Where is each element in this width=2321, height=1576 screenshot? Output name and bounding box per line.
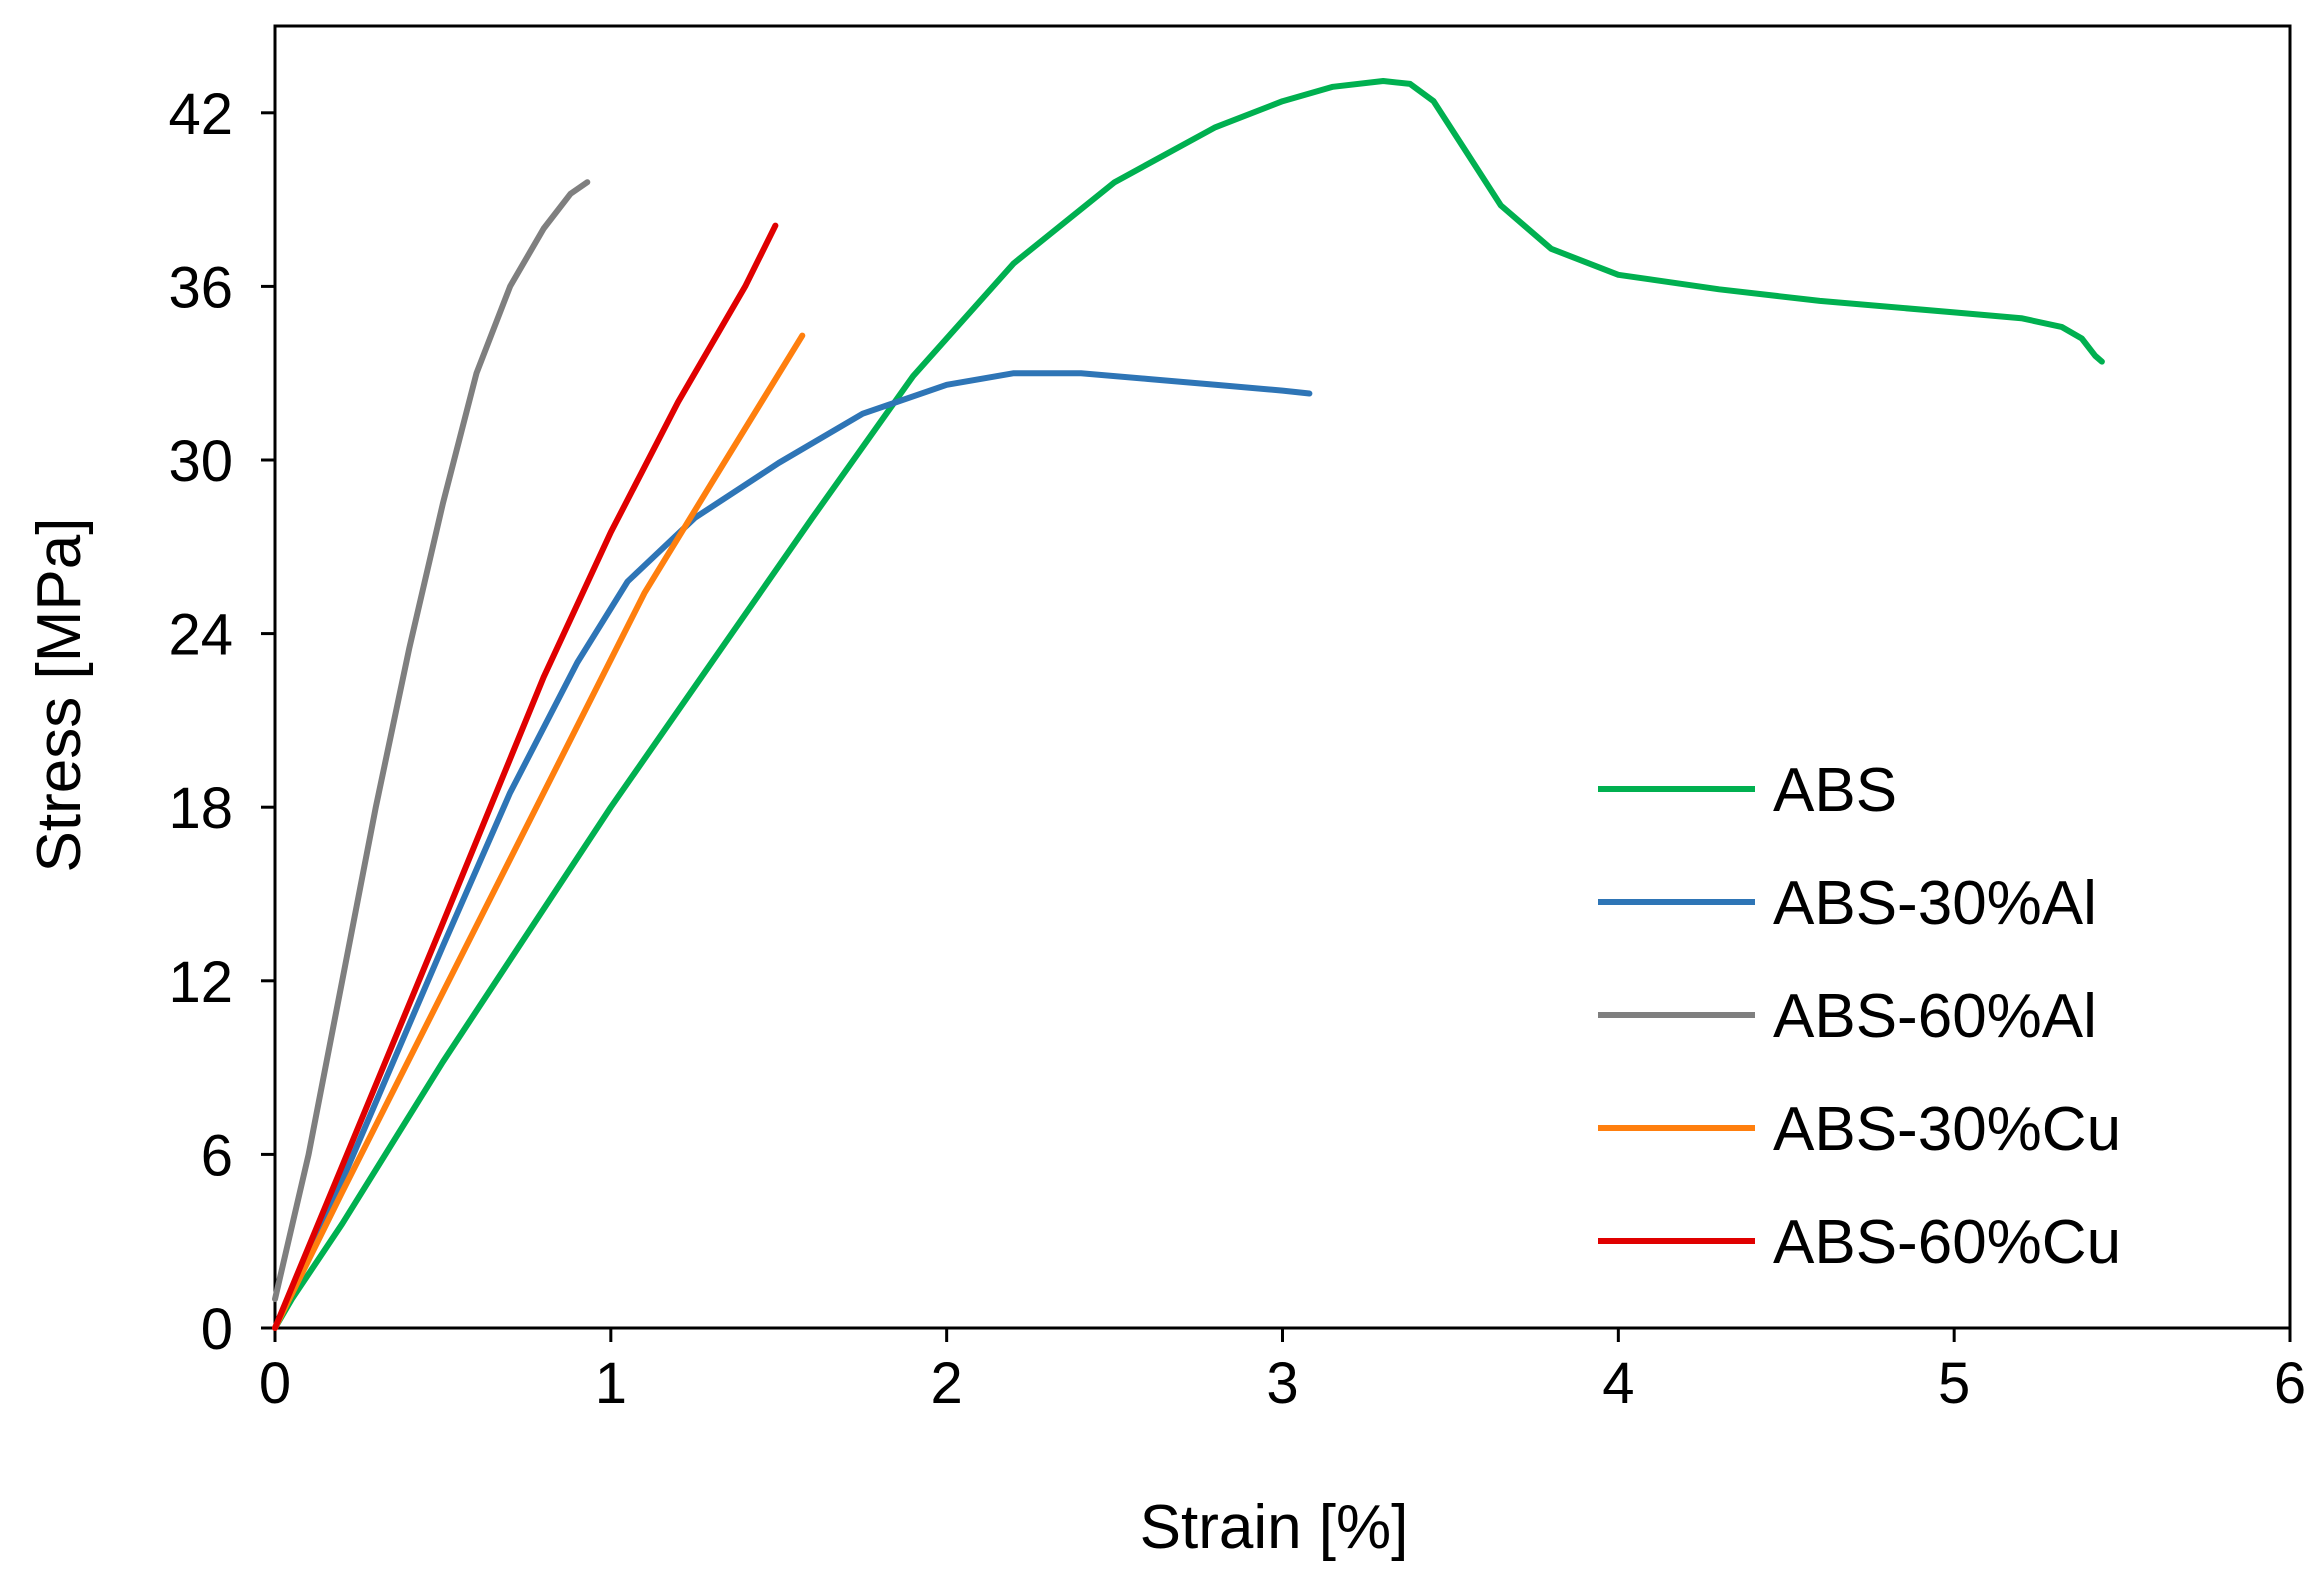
y-tick-label: 36 xyxy=(168,255,233,320)
x-axis-title: Strain [%] xyxy=(1140,1493,1409,1562)
legend-label: ABS-30%Al xyxy=(1773,869,2097,938)
y-tick-label: 42 xyxy=(168,82,233,147)
legend-label: ABS-60%Al xyxy=(1773,982,2097,1051)
y-tick-label: 30 xyxy=(168,429,233,494)
y-tick-label: 24 xyxy=(168,603,233,668)
legend-label: ABS xyxy=(1773,756,1897,825)
series-line-abs-30pct-cu xyxy=(272,332,806,1331)
series-line-abs-60pct-cu xyxy=(272,222,779,1331)
series-line-abs xyxy=(272,78,2105,1331)
x-tick-label: 0 xyxy=(259,1351,291,1416)
x-tick-label: 2 xyxy=(931,1351,963,1416)
x-tick-label: 6 xyxy=(2274,1351,2306,1416)
series-line-abs-30pct-al xyxy=(272,370,1313,1331)
series-layer xyxy=(272,78,2105,1331)
y-tick-label: 18 xyxy=(168,776,233,841)
series-line-abs-60pct-al xyxy=(272,179,591,1303)
x-tick-label: 5 xyxy=(1938,1351,1970,1416)
y-tick-label: 12 xyxy=(168,950,233,1015)
y-axis-title: Stress [MPa] xyxy=(25,518,94,873)
legend-label: ABS-30%Cu xyxy=(1773,1095,2121,1164)
legend: ABS ABS-30%Al ABS-60%Al ABS-30%Cu ABS-60%Cu xyxy=(1598,756,2121,1277)
y-tick-label: 0 xyxy=(201,1297,233,1362)
x-tick-label: 3 xyxy=(1266,1351,1298,1416)
legend-label: ABS-60%Cu xyxy=(1773,1208,2121,1277)
x-tick-label: 4 xyxy=(1602,1351,1634,1416)
x-tick-label: 1 xyxy=(595,1351,627,1416)
y-tick-label: 6 xyxy=(201,1123,233,1188)
